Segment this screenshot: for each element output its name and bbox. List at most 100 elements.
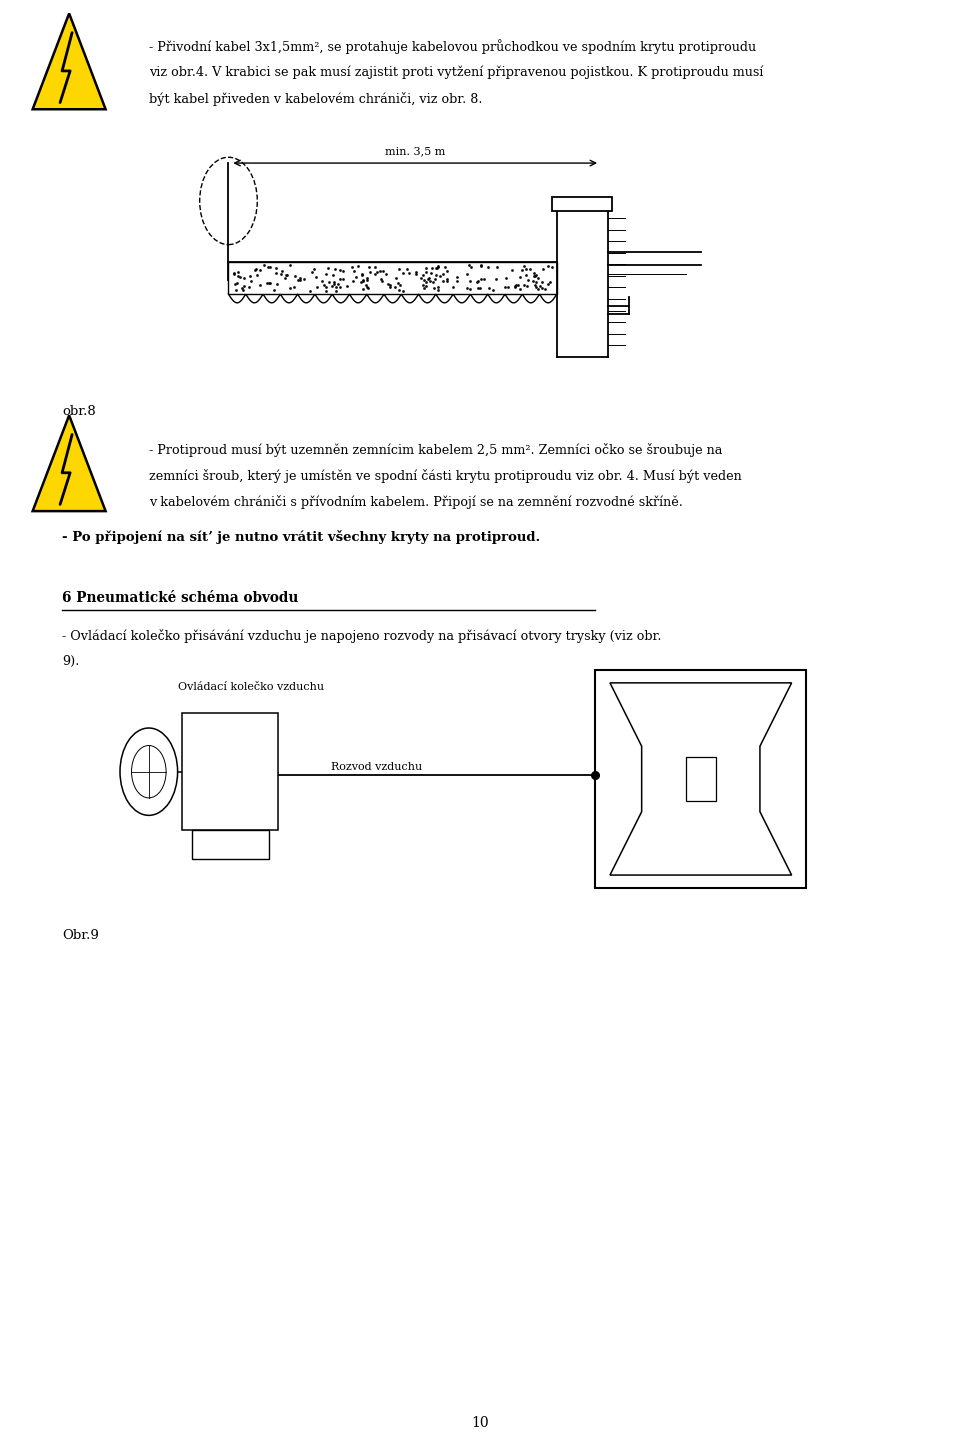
Point (252, 259, 268, 282)
Point (436, 262, 451, 285)
Point (325, 264, 341, 287)
Point (516, 255, 532, 278)
Point (370, 261, 385, 284)
Point (396, 280, 411, 303)
Point (513, 265, 528, 288)
Point (542, 271, 558, 294)
Point (288, 265, 303, 288)
Point (296, 266, 311, 290)
Point (262, 271, 277, 294)
Point (469, 271, 485, 294)
Point (429, 256, 444, 280)
Point (462, 253, 477, 277)
Point (248, 258, 263, 281)
Text: 10: 10 (471, 1415, 489, 1430)
Point (243, 269, 258, 293)
Point (416, 274, 431, 297)
Point (508, 275, 523, 298)
Point (346, 259, 361, 282)
Point (419, 256, 434, 280)
Point (519, 274, 535, 297)
Point (449, 265, 465, 288)
Point (259, 271, 275, 294)
Point (328, 280, 344, 303)
Point (482, 277, 497, 300)
Point (252, 274, 268, 297)
Text: Ovládací kolečko vzduchu: Ovládací kolečko vzduchu (178, 681, 324, 692)
Point (522, 258, 538, 281)
Point (500, 275, 516, 298)
Point (266, 280, 281, 303)
Point (527, 265, 542, 288)
Point (440, 259, 455, 282)
Polygon shape (182, 713, 278, 830)
Point (328, 275, 344, 298)
Point (293, 266, 308, 290)
Point (473, 268, 489, 291)
Text: - Ovládací kolečko přisávání vzduchu je napojeno rozvody na přisávací otvory try: - Ovládací kolečko přisávání vzduchu je … (62, 629, 661, 644)
Point (520, 268, 536, 291)
Point (449, 269, 465, 293)
Point (355, 269, 371, 293)
Point (330, 272, 346, 296)
Point (279, 264, 295, 287)
Point (270, 272, 285, 296)
Point (332, 268, 348, 291)
Point (247, 258, 262, 281)
Point (392, 258, 407, 281)
Point (326, 272, 342, 296)
Point (463, 269, 478, 293)
Point (350, 255, 366, 278)
Point (459, 262, 474, 285)
Point (389, 266, 404, 290)
Point (324, 274, 340, 297)
Point (256, 253, 272, 277)
Point (321, 256, 336, 280)
Point (395, 262, 410, 285)
Polygon shape (686, 757, 715, 801)
Point (361, 277, 376, 300)
Point (228, 271, 244, 294)
Text: zemníci šroub, který je umístěn ve spodní části krytu protiproudu viz obr. 4. Mu: zemníci šroub, který je umístěn ve spodn… (149, 469, 741, 483)
Text: min. 3,5 m: min. 3,5 m (385, 146, 444, 156)
Point (531, 266, 546, 290)
Point (378, 262, 394, 285)
Point (308, 266, 324, 290)
Point (526, 269, 541, 293)
Polygon shape (610, 683, 792, 875)
Point (518, 264, 534, 287)
Point (423, 261, 439, 284)
Point (424, 256, 440, 280)
Point (274, 262, 289, 285)
Point (282, 253, 298, 277)
Point (481, 256, 496, 280)
Point (538, 277, 553, 300)
Point (513, 277, 528, 300)
Point (540, 272, 556, 296)
Text: - Po připojení na sítʼ je nutno vrátit všechny kryty na protiproud.: - Po připojení na sítʼ je nutno vrátit v… (62, 530, 540, 545)
Point (287, 275, 302, 298)
Point (346, 269, 361, 293)
Text: Obr.9: Obr.9 (62, 929, 99, 942)
Point (249, 264, 264, 287)
Point (516, 274, 532, 297)
Point (345, 255, 360, 278)
Text: 6 Pneumatické schéma obvodu: 6 Pneumatické schéma obvodu (62, 591, 299, 606)
Point (509, 274, 524, 297)
Point (318, 262, 333, 285)
Text: viz obr.4. V krabici se pak musí zajistit proti vytžení připravenou pojistkou. K: viz obr.4. V krabici se pak musí zajisti… (149, 66, 763, 79)
Point (528, 275, 543, 298)
Text: Rozvod vzduchu: Rozvod vzduchu (331, 761, 422, 772)
Text: v kabelovém chrániči s přívodním kabelem. Připojí se na zemnění rozvodné skříně.: v kabelovém chrániči s přívodním kabelem… (149, 495, 683, 510)
Point (282, 277, 298, 300)
Point (527, 274, 542, 297)
Point (263, 272, 278, 296)
Point (426, 277, 442, 300)
Point (359, 266, 374, 290)
Point (316, 274, 331, 297)
Point (540, 255, 556, 278)
Point (348, 266, 364, 290)
Point (373, 266, 389, 290)
Point (445, 275, 461, 298)
Point (368, 256, 383, 280)
